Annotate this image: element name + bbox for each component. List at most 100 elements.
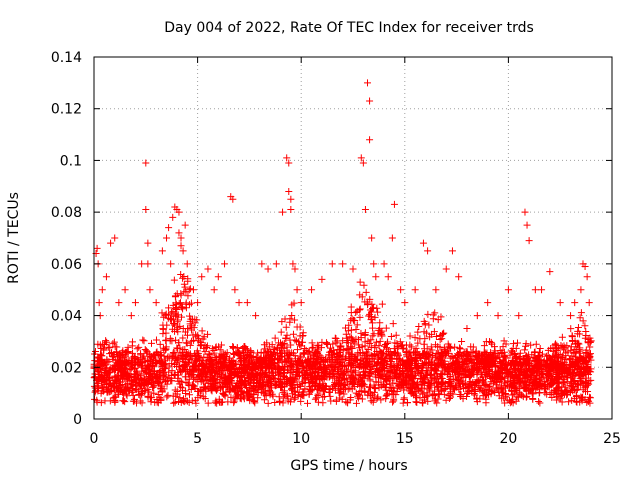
data-point: [526, 237, 533, 244]
data-point: [244, 299, 251, 306]
data-point: [279, 209, 286, 216]
data-point: [455, 273, 462, 280]
data-point: [586, 299, 593, 306]
data-point: [584, 273, 591, 280]
data-point: [99, 286, 106, 293]
data-point: [424, 247, 431, 254]
data-point: [107, 240, 114, 247]
data-point: [571, 299, 578, 306]
data-point: [163, 235, 170, 242]
data-point: [144, 260, 151, 267]
x-tick-label: 25: [603, 431, 621, 447]
data-point: [165, 224, 172, 231]
x-tick-label: 0: [90, 431, 99, 447]
y-axis-label: ROTI / TECUs: [6, 192, 22, 284]
data-point: [231, 286, 238, 293]
y-tick-label: 0.12: [51, 102, 82, 118]
y-tick-labels: 0 0.02 0.04 0.06 0.08 0.1 0.12 0.14: [51, 50, 82, 428]
x-tick-label: 20: [499, 431, 517, 447]
y-tick-label: 0.14: [51, 50, 82, 66]
data-point: [122, 286, 129, 293]
data-point: [364, 79, 371, 86]
data-point: [287, 206, 294, 213]
data-point: [546, 268, 553, 275]
y-tick-label: 0: [73, 412, 82, 428]
data-point: [294, 286, 301, 293]
data-point: [474, 312, 481, 319]
data-point: [505, 286, 512, 293]
data-point: [111, 235, 118, 242]
data-point: [258, 260, 265, 267]
data-point: [420, 240, 427, 247]
data-point: [515, 312, 522, 319]
data-point: [273, 260, 280, 267]
data-point: [115, 299, 122, 306]
data-point: [194, 299, 201, 306]
data-point: [391, 201, 398, 208]
data-point: [318, 276, 325, 283]
data-point: [159, 247, 166, 254]
data-point: [138, 260, 145, 267]
data-point: [389, 235, 396, 242]
x-tick-label: 5: [193, 431, 202, 447]
data-point: [94, 245, 101, 252]
y-tick-label: 0.1: [60, 153, 82, 169]
data-point: [449, 247, 456, 254]
data-point: [567, 312, 574, 319]
point-cloud: [91, 271, 595, 407]
data-point: [538, 286, 545, 293]
data-point: [182, 222, 189, 229]
y-tick-label: 0.08: [51, 205, 82, 221]
data-point: [385, 273, 392, 280]
data-point: [370, 260, 377, 267]
data-point: [372, 273, 379, 280]
y-tick-label: 0.02: [51, 360, 82, 376]
data-point: [285, 188, 292, 195]
data-point: [463, 325, 470, 332]
data-point: [153, 299, 160, 306]
data-point: [350, 266, 357, 273]
data-point: [397, 286, 404, 293]
x-tick-label: 15: [396, 431, 414, 447]
data-point: [146, 286, 153, 293]
y-tick-label: 0.04: [51, 309, 82, 325]
data-point: [484, 299, 491, 306]
data-point: [308, 286, 315, 293]
data-point: [236, 299, 243, 306]
data-point: [287, 196, 294, 203]
data-point: [142, 160, 149, 167]
y-tick-label: 0.06: [51, 257, 82, 273]
data-point: [432, 286, 439, 293]
data-point: [381, 260, 388, 267]
data-point: [495, 312, 502, 319]
data-point: [443, 266, 450, 273]
data-point: [167, 260, 174, 267]
data-point: [142, 206, 149, 213]
data-point: [103, 273, 110, 280]
data-point: [412, 286, 419, 293]
data-point: [184, 260, 191, 267]
data-point: [329, 260, 336, 267]
data-point: [169, 214, 176, 221]
data-point: [221, 260, 228, 267]
data-point: [339, 260, 346, 267]
data-point: [96, 299, 103, 306]
x-tick-label: 10: [292, 431, 310, 447]
data-point: [132, 299, 139, 306]
data-points: [91, 79, 595, 407]
data-point: [265, 266, 272, 273]
data-point: [204, 266, 211, 273]
x-axis-label: GPS time / hours: [290, 458, 407, 474]
data-point: [557, 299, 564, 306]
data-point: [532, 286, 539, 293]
data-point: [215, 273, 222, 280]
data-point: [368, 235, 375, 242]
data-point: [144, 240, 151, 247]
data-point: [128, 312, 135, 319]
data-point: [366, 136, 373, 143]
data-point: [211, 286, 218, 293]
x-tick-labels: 0 5 10 15 20 25: [90, 431, 621, 447]
data-point: [190, 286, 197, 293]
chart-title: Day 004 of 2022, Rate Of TEC Index for r…: [164, 20, 534, 36]
